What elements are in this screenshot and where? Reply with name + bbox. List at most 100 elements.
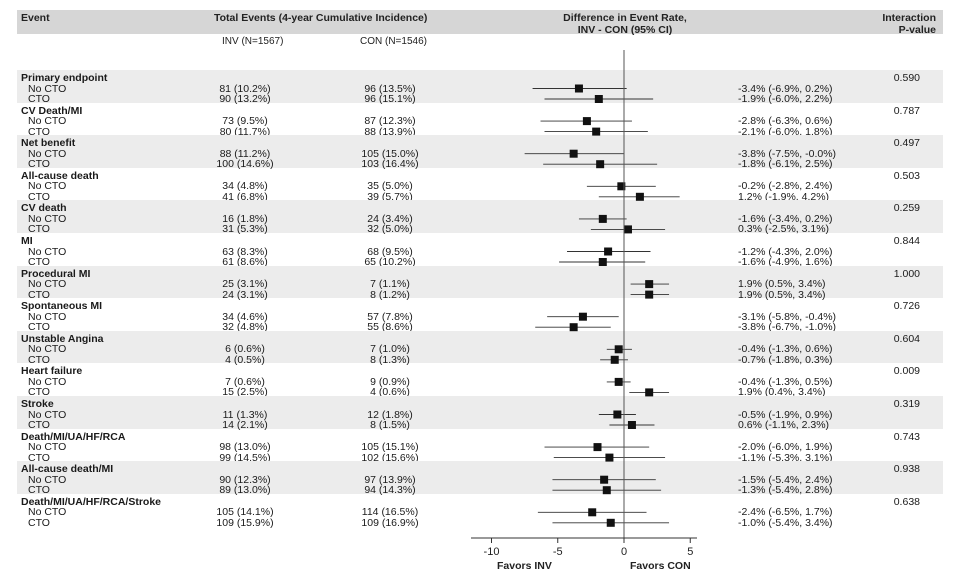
- interaction-p-value: 1.000: [893, 267, 920, 280]
- inv-events: 24 (3.1%): [222, 288, 268, 301]
- inv-events: 100 (14.6%): [216, 158, 274, 171]
- point-estimate: [645, 290, 654, 299]
- point-estimate: [645, 280, 654, 289]
- interaction-p-value: 0.009: [893, 365, 920, 378]
- subgroup-label: CTO: [28, 93, 50, 105]
- subgroup-label: CTO: [28, 386, 50, 399]
- interaction-p-value: 0.590: [893, 72, 920, 84]
- con-events: 8 (1.3%): [370, 353, 410, 366]
- point-estimate: [592, 127, 601, 136]
- subgroup-label: CTO: [28, 158, 50, 171]
- subgroup-label: No CTO: [28, 310, 67, 323]
- point-estimate: [606, 518, 615, 527]
- ci-text: -3.4% (-6.9%, 0.2%): [738, 82, 833, 95]
- inv-events: 81 (10.2%): [219, 82, 271, 95]
- interaction-p-value: 0.743: [893, 430, 920, 443]
- subgroup-label: No CTO: [28, 147, 67, 160]
- ci-text: -0.4% (-1.3%, 0.6%): [738, 343, 833, 356]
- header-event: Event: [21, 12, 50, 24]
- inv-events: 89 (13.0%): [219, 484, 271, 497]
- group-label: Death/MI/UA/HF/RCA/Stroke: [21, 495, 162, 508]
- x-tick-label: -10: [484, 546, 500, 558]
- interaction-p-value: 0.497: [893, 137, 920, 150]
- interaction-p-value: 0.319: [893, 398, 920, 410]
- interaction-p-value: 0.787: [893, 104, 920, 117]
- group-label: Heart failure: [21, 365, 83, 378]
- inv-events: 15 (2.5%): [222, 386, 268, 399]
- group-label: Spontaneous MI: [21, 300, 103, 313]
- inv-events: 61 (8.6%): [222, 256, 268, 268]
- ci-text: -3.8% (-7.5%, -0.0%): [738, 147, 837, 160]
- point-estimate: [598, 258, 607, 266]
- point-estimate: [593, 443, 602, 452]
- con-events: 12 (1.8%): [367, 408, 413, 421]
- point-estimate: [600, 475, 609, 484]
- subgroup-label: CTO: [28, 190, 50, 203]
- subgroup-label: CTO: [28, 223, 50, 236]
- header-band: [17, 10, 943, 34]
- point-estimate: [614, 377, 623, 386]
- point-estimate: [582, 117, 591, 126]
- ci-text: -0.2% (-2.8%, 2.4%): [738, 180, 833, 193]
- con-events: 88 (13.9%): [364, 125, 416, 138]
- con-events: 97 (13.9%): [364, 473, 416, 486]
- group-label: MI: [21, 235, 33, 247]
- group-label: All-cause death: [21, 169, 99, 182]
- subgroup-label: No CTO: [28, 180, 67, 193]
- header-interaction-line1: Interaction: [882, 12, 936, 24]
- ci-text: -2.1% (-6.0%, 1.8%): [738, 125, 833, 138]
- x-tick-label: -5: [553, 546, 563, 558]
- inv-events: 11 (1.3%): [222, 408, 268, 421]
- subheader-con: CON (N=1546): [360, 36, 427, 47]
- group-label: Primary endpoint: [21, 72, 108, 84]
- group-label: CV Death/MI: [21, 104, 83, 117]
- con-events: 55 (8.6%): [367, 321, 413, 334]
- inv-events: 25 (3.1%): [222, 278, 268, 291]
- ci-text: -0.4% (-1.3%, 0.5%): [738, 375, 833, 388]
- group-label: All-cause death/MI: [21, 463, 114, 476]
- con-events: 24 (3.4%): [367, 212, 413, 225]
- row-band: [17, 135, 943, 168]
- con-events: 109 (16.9%): [361, 516, 419, 529]
- point-estimate: [578, 312, 587, 321]
- interaction-p-value: 0.938: [893, 463, 920, 476]
- inv-events: 90 (12.3%): [219, 473, 271, 486]
- interaction-p-value: 0.726: [893, 300, 920, 313]
- con-events: 57 (7.8%): [367, 310, 413, 323]
- con-events: 7 (1.1%): [370, 278, 410, 291]
- subgroup-label: No CTO: [28, 375, 67, 388]
- con-events: 7 (1.0%): [370, 343, 410, 356]
- subgroup-label: CTO: [28, 484, 50, 497]
- inv-events: 6 (0.6%): [225, 343, 265, 356]
- point-estimate: [574, 84, 583, 93]
- ci-text: 1.9% (0.5%, 3.4%): [738, 278, 826, 291]
- inv-events: 98 (13.0%): [219, 441, 271, 454]
- inv-events: 63 (8.3%): [222, 245, 268, 258]
- subgroup-label: CTO: [28, 321, 50, 334]
- point-estimate: [613, 410, 622, 419]
- point-estimate: [645, 388, 654, 397]
- point-estimate: [569, 149, 578, 158]
- group-label: Unstable Angina: [21, 332, 104, 345]
- point-estimate: [610, 355, 619, 364]
- ci-text: -1.5% (-5.4%, 2.4%): [738, 473, 833, 486]
- x-tick-label: 0: [621, 546, 627, 558]
- row-band: [17, 265, 943, 299]
- con-events: 105 (15.0%): [361, 147, 419, 160]
- point-estimate: [596, 160, 605, 169]
- ci-text: -0.7% (-1.8%, 0.3%): [738, 353, 833, 366]
- interaction-p-value: 0.503: [893, 169, 920, 182]
- group-label: Death/MI/UA/HF/RCA: [21, 430, 126, 443]
- subgroup-label: CTO: [28, 125, 50, 138]
- subgroup-label: No CTO: [28, 408, 67, 421]
- subgroup-label: No CTO: [28, 115, 67, 128]
- subgroup-label: No CTO: [28, 473, 67, 486]
- ci-text: -3.8% (-6.7%, -1.0%): [738, 321, 837, 334]
- subgroup-label: No CTO: [28, 245, 67, 258]
- group-label: CV death: [21, 202, 67, 215]
- point-estimate: [594, 95, 603, 103]
- inv-events: 73 (9.5%): [222, 115, 268, 128]
- ci-text: 0.6% (-1.1%, 2.3%): [738, 419, 830, 431]
- group-label: Stroke: [21, 398, 54, 410]
